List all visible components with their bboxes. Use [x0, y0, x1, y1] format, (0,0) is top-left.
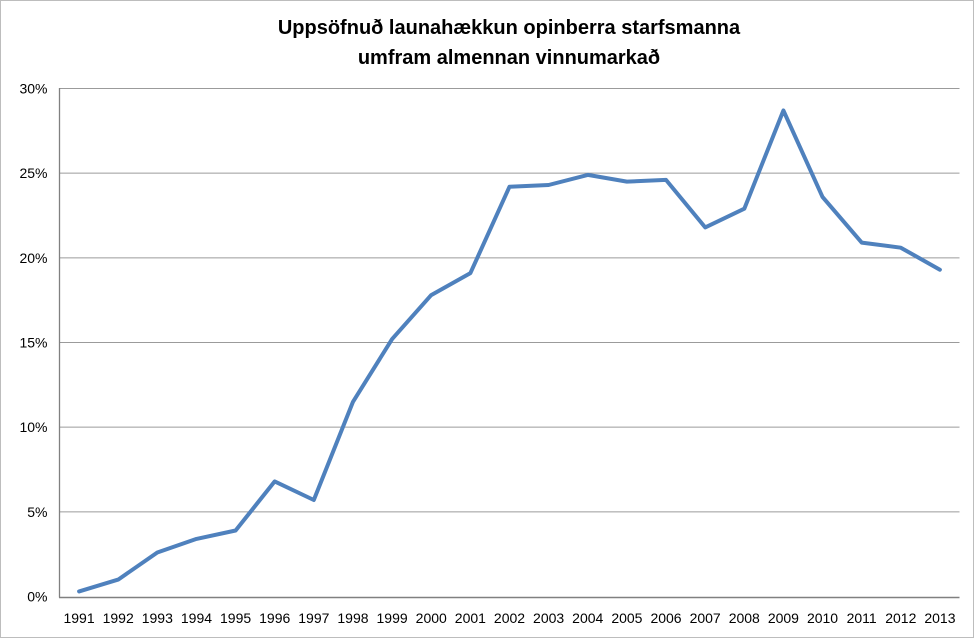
y-tick-label: 25%	[19, 165, 47, 181]
x-tick-label: 1997	[298, 610, 329, 626]
chart-title-line1: Uppsöfnuð launahækkun opinberra starfsma…	[277, 17, 741, 39]
x-tick-label: 2007	[690, 610, 721, 626]
x-tick-label: 1992	[103, 610, 134, 626]
x-tick-label: 2005	[611, 610, 642, 626]
chart-title-line2: umfram almennan vinnumarkað	[357, 47, 661, 69]
y-tick-label: 10%	[19, 419, 47, 435]
x-tick-label: 2013	[924, 610, 955, 626]
x-tick-label: 1998	[337, 610, 368, 626]
x-tick-label: 2006	[650, 610, 681, 626]
x-tick-label: 2001	[455, 610, 486, 626]
x-tick-label: 2012	[885, 610, 916, 626]
x-tick-label: 2010	[807, 610, 838, 626]
x-tick-label: 2004	[572, 610, 603, 626]
x-tick-label: 2009	[768, 610, 799, 626]
x-tick-label: 2008	[729, 610, 760, 626]
y-tick-label: 5%	[27, 504, 47, 520]
x-tick-label: 2011	[847, 610, 877, 626]
x-tick-label: 1996	[259, 610, 290, 626]
x-tick-label: 2000	[416, 610, 447, 626]
data-series-line	[77, 108, 942, 594]
x-tick-label: 1991	[63, 610, 94, 626]
y-tick-label: 20%	[19, 250, 47, 266]
x-tick-label: 1999	[377, 610, 408, 626]
x-tick-label: 2002	[494, 610, 525, 626]
y-tick-label: 30%	[19, 81, 47, 97]
x-tick-label: 1993	[142, 610, 173, 626]
chart-title: Uppsöfnuð launahækkun opinberra starfsma…	[59, 13, 959, 73]
x-tick-label: 1994	[181, 610, 212, 626]
x-tick-label: 2003	[533, 610, 564, 626]
y-tick-label: 0%	[27, 589, 47, 605]
y-tick-label: 15%	[19, 335, 47, 351]
x-tick-label: 1995	[220, 610, 251, 626]
